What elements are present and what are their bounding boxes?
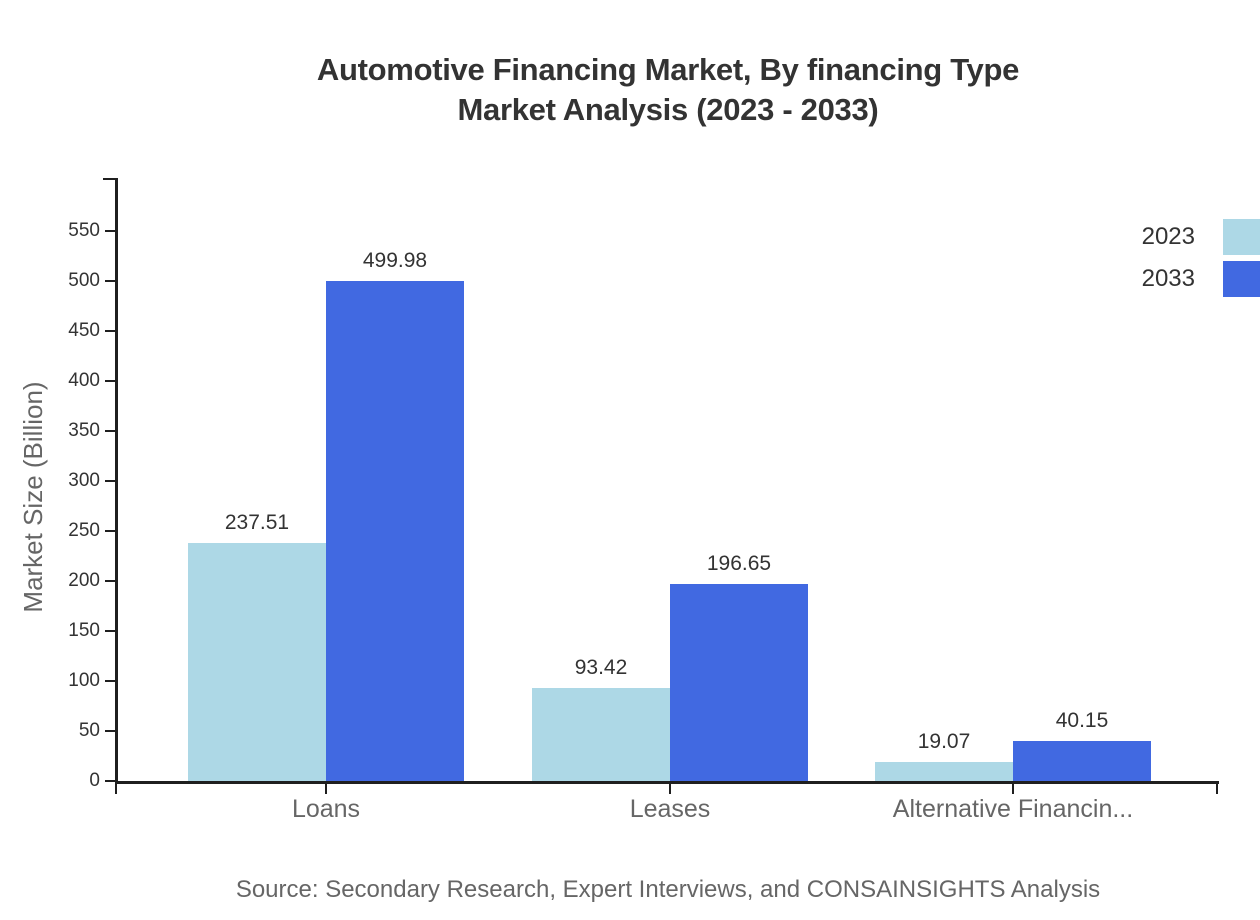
bar-value-label-2033-leases: 196.65	[706, 552, 772, 575]
y-tick-label: 50	[78, 720, 100, 741]
legend-item-2023[interactable]: 2023	[1020, 219, 1260, 255]
y-tick	[105, 230, 115, 232]
x-axis-end-tick	[1216, 784, 1218, 794]
bar-value-label-2023-loans: 237.51	[224, 511, 290, 534]
y-tick	[105, 580, 115, 582]
legend-swatch-2023	[1223, 219, 1260, 255]
x-tick	[669, 784, 671, 794]
y-tick	[105, 530, 115, 532]
y-tick-label: 400	[68, 370, 100, 391]
bar-value-label-2023-leases: 93.42	[574, 656, 628, 679]
legend-label-2023: 2023	[1141, 223, 1195, 250]
y-tick	[105, 480, 115, 482]
bar-2033-loans	[326, 281, 464, 781]
legend-item-2033[interactable]: 2033	[1020, 261, 1260, 297]
bar-2033-leases	[670, 584, 808, 781]
bar-value-label-2033-loans: 499.98	[362, 249, 428, 272]
y-tick-label: 0	[89, 770, 100, 791]
y-tick	[105, 280, 115, 282]
y-tick-label: 200	[68, 570, 100, 591]
y-tick	[105, 430, 115, 432]
y-tick	[105, 780, 115, 782]
y-tick-label: 450	[68, 320, 100, 341]
chart-title-line-2: Market Analysis (2023 - 2033)	[457, 92, 879, 127]
chart-title: Automotive Financing Market, By financin…	[117, 50, 1219, 130]
y-tick	[105, 380, 115, 382]
bar-2023-alternative-financin	[875, 762, 1013, 781]
bar-2033-alternative-financin	[1013, 741, 1151, 781]
x-axis-line	[115, 781, 1219, 784]
bar-2023-loans	[188, 543, 326, 781]
source-note: Source: Secondary Research, Expert Inter…	[235, 876, 1101, 903]
legend-label-2033: 2033	[1141, 265, 1195, 292]
bar-value-label-2023-alternative-financin: 19.07	[917, 730, 971, 753]
y-tick-label: 150	[68, 620, 100, 641]
y-axis-end-tick	[103, 178, 115, 180]
x-category-label-leases: Leases	[629, 795, 711, 823]
x-category-label-loans: Loans	[291, 795, 361, 823]
x-tick	[1012, 784, 1014, 794]
y-tick	[105, 680, 115, 682]
y-tick-label: 250	[68, 520, 100, 541]
y-tick-label: 300	[68, 470, 100, 491]
bar-2023-leases	[532, 688, 670, 781]
bar-value-label-2033-alternative-financin: 40.15	[1055, 709, 1109, 732]
legend-swatch-2033	[1223, 261, 1260, 297]
y-tick	[105, 730, 115, 732]
y-tick	[105, 330, 115, 332]
y-tick-label: 350	[68, 420, 100, 441]
chart-title-line-1: Automotive Financing Market, By financin…	[316, 52, 1020, 87]
y-tick	[105, 630, 115, 632]
x-axis-start-tick	[115, 784, 117, 794]
y-tick-label: 500	[68, 270, 100, 291]
y-tick-label: 550	[68, 220, 100, 241]
y-axis-line	[115, 178, 118, 784]
y-tick-label: 100	[68, 670, 100, 691]
x-category-label-alternative-financin: Alternative Financin...	[892, 795, 1134, 823]
x-tick	[325, 784, 327, 794]
